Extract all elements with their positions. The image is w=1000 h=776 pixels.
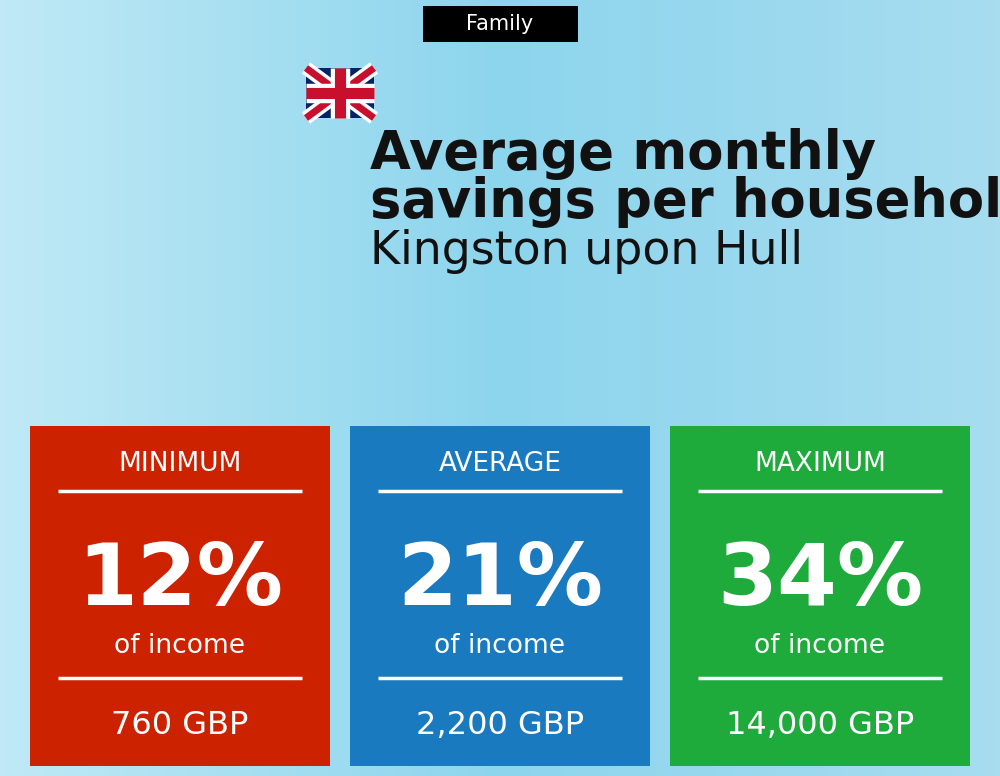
Text: MAXIMUM: MAXIMUM — [754, 451, 886, 477]
Text: of income: of income — [114, 633, 246, 659]
Text: MINIMUM: MINIMUM — [118, 451, 242, 477]
Text: 21%: 21% — [397, 539, 603, 622]
Text: AVERAGE: AVERAGE — [439, 451, 561, 477]
Text: 12%: 12% — [77, 539, 283, 622]
Text: Family: Family — [466, 14, 534, 34]
Text: 2,200 GBP: 2,200 GBP — [416, 711, 584, 742]
FancyBboxPatch shape — [670, 426, 970, 766]
Text: 760 GBP: 760 GBP — [111, 711, 249, 742]
FancyBboxPatch shape — [422, 6, 578, 42]
Text: 14,000 GBP: 14,000 GBP — [726, 711, 914, 742]
FancyBboxPatch shape — [306, 68, 374, 118]
Text: Average monthly: Average monthly — [370, 128, 876, 180]
Text: savings per household in: savings per household in — [370, 176, 1000, 228]
Text: 34%: 34% — [717, 539, 923, 622]
Text: of income: of income — [434, 633, 566, 659]
FancyBboxPatch shape — [30, 426, 330, 766]
FancyBboxPatch shape — [350, 426, 650, 766]
Text: Kingston upon Hull: Kingston upon Hull — [370, 229, 803, 274]
Text: of income: of income — [755, 633, 886, 659]
